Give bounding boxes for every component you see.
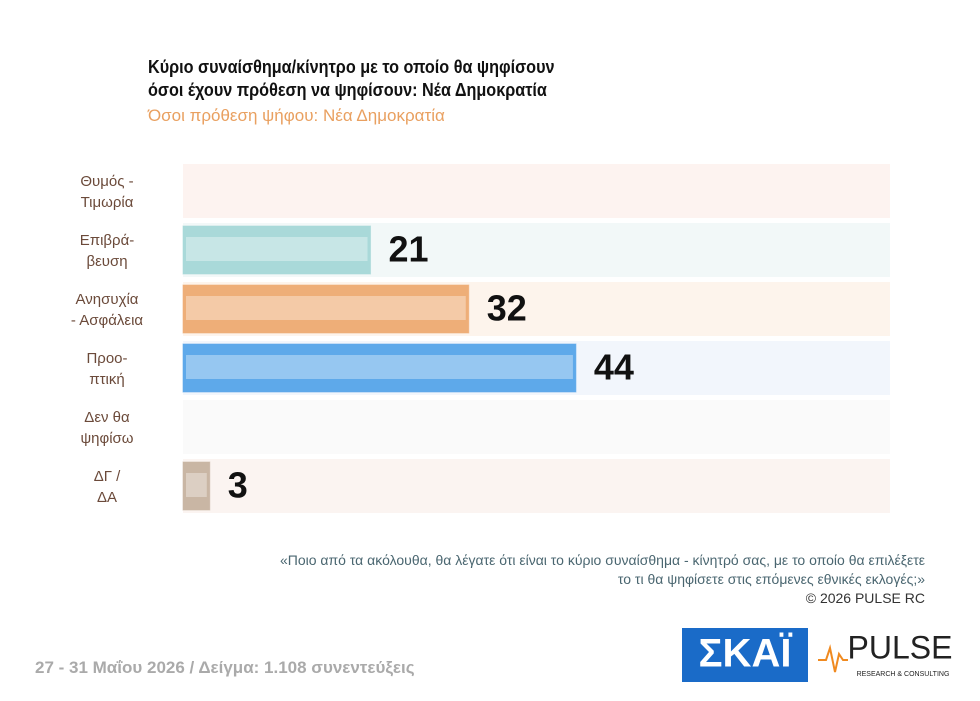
bar: [182, 284, 470, 334]
pulse-icon: [818, 644, 848, 673]
category-label: Θυμός - Τιμωρία: [80, 173, 134, 211]
footer: 27 - 31 Μαΐου 2026 / Δείγμα: 1.108 συνεν…: [35, 658, 415, 677]
bar: [182, 225, 372, 275]
value-label: 3: [228, 465, 248, 506]
skai-logo-box: [682, 628, 808, 682]
bar-highlight: [186, 296, 466, 320]
category-label: ΔΓ / ΔΑ: [93, 468, 121, 506]
bar-track: [183, 400, 890, 454]
category-label: Δεν θα ψηφίσω: [80, 409, 134, 447]
chart-subtitle: Όσοι πρόθεση ψήφου: Νέα Δημοκρατία: [148, 106, 445, 125]
skai-logo: ΣΚΑΪ: [699, 632, 793, 676]
value-label: 44: [594, 347, 634, 388]
category-label: Επιβρά- βευση: [79, 232, 135, 270]
bar-highlight: [186, 237, 368, 261]
chart-title: Κύριο συναίσθημα/κίνητρο με το οποίο θα …: [148, 57, 555, 100]
copyright: © 2026 PULSE RC: [805, 590, 925, 606]
pulse-logo: PULSE: [848, 629, 953, 665]
question: «Ποιο από τα ακόλουθα, θα λέγατε ότι είν…: [279, 552, 925, 587]
category-label: Προο- πτική: [86, 350, 128, 388]
bar-track: [183, 459, 890, 513]
value-label: 32: [487, 288, 527, 329]
bar-track: [183, 164, 890, 218]
pulse-logo-sub: RESEARCH & CONSULTING: [857, 671, 950, 678]
bar-highlight: [186, 355, 573, 379]
category-label: Ανησυχία - Ασφάλεια: [70, 291, 144, 329]
value-label: 21: [389, 229, 429, 270]
bar-highlight: [186, 473, 207, 497]
bar: [182, 343, 577, 393]
bar: [182, 461, 211, 511]
